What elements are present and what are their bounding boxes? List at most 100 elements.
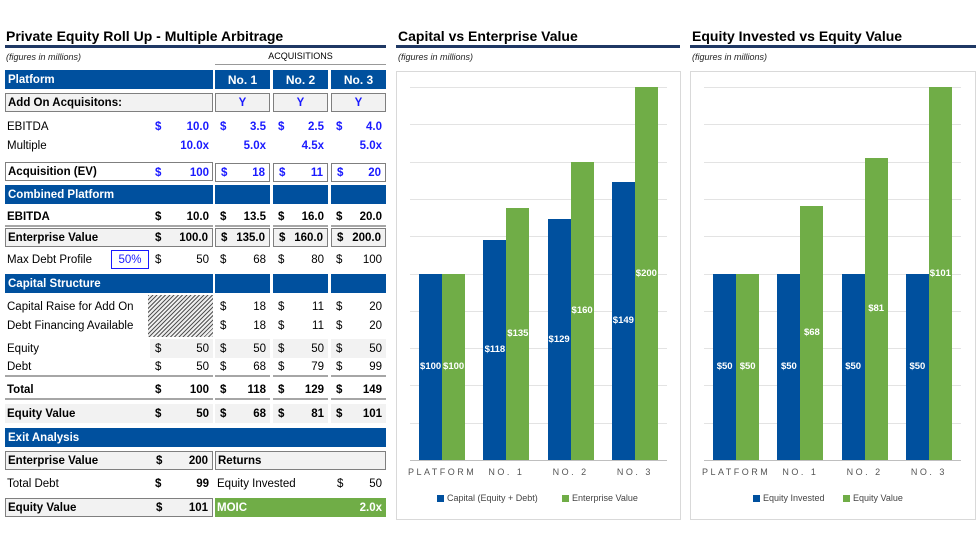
bar-green-3 (928, 87, 952, 460)
capital-raise-label: Capital Raise for Add On (7, 300, 134, 313)
data-label: $50 (909, 360, 926, 372)
total-label: Total (5, 381, 213, 400)
gridline (704, 198, 961, 200)
ebitda-value-2[interactable]: $2.5 (273, 117, 328, 136)
enterprise-value-value-0: $100.0 (150, 228, 213, 247)
equity-value-value-3: $101 (331, 404, 386, 423)
model-title: Private Equity Roll Up - Multiple Arbitr… (6, 28, 284, 44)
chart2-subtitle: (figures in millions) (692, 52, 768, 62)
max-debt-value-3: $100 (331, 250, 386, 269)
gridline (410, 348, 667, 350)
equity-value-1: $50 (215, 339, 270, 358)
equity-value-amount: 68 (253, 407, 266, 420)
capital-raise-value-2: $11 (273, 297, 328, 316)
combined-ebitda-value-1: $13.5 (215, 208, 270, 227)
total-value-0: $100 (150, 381, 213, 400)
acq-ev-currency: $ (337, 166, 344, 179)
add-on-flag-1[interactable]: Y (215, 93, 270, 112)
bar-green-1 (506, 208, 530, 460)
capital-structure-band: Capital Structure (5, 274, 213, 293)
enterprise-value-value-1: $135.0 (215, 228, 270, 247)
equity-label: Equity (7, 342, 39, 355)
combined-ebitda-amount: 20.0 (359, 210, 382, 223)
gridline (410, 87, 667, 88)
ebitda-value-0[interactable]: $10.0 (150, 117, 213, 136)
equity-amount: 50 (369, 342, 382, 355)
combined-ebitda-amount: 16.0 (301, 210, 324, 223)
bar-green-2 (570, 161, 594, 460)
capital-raise-currency: $ (220, 300, 227, 313)
ebitda-value-3[interactable]: $4.0 (331, 117, 386, 136)
acquisitions-label: ACQUISITIONS (215, 51, 386, 65)
debt-financing-amount: 20 (369, 319, 382, 332)
legend-item: Capital (Equity + Debt) (437, 493, 538, 503)
combined-ebitda-label: EBITDA (5, 208, 213, 227)
max-debt-value-0: $50 (150, 250, 213, 269)
equity-currency: $ (336, 342, 343, 355)
equity-chart: $50 $50 PLATFORM $50 $68 NO. 1 $50 $81 NO. 2 $50 $… (690, 71, 976, 520)
ebitda-amount: 2.5 (308, 120, 324, 133)
multiple-value-1[interactable]: 5.0x (215, 136, 270, 155)
exit-total-debt: Total Debt $99 (5, 474, 213, 493)
multiple-value-0[interactable]: 10.0x (150, 136, 213, 155)
equity-value-value-0: $50 (150, 404, 213, 423)
debt-financing-label: Debt Financing Available (7, 319, 134, 332)
combined-ebitda-value-3: $20.0 (331, 208, 386, 227)
multiple-value-2[interactable]: 4.5x (273, 136, 328, 155)
moic-row: MOIC 2.0x (215, 498, 386, 517)
debt-financing-currency: $ (278, 319, 285, 332)
debt-label: Debt (5, 358, 213, 377)
moic-label: MOIC (217, 501, 248, 514)
legend-swatch (843, 494, 850, 502)
equity-currency: $ (155, 342, 162, 355)
bar-blue-2 (841, 273, 865, 460)
bar-blue-0 (713, 273, 737, 460)
debt-financing-currency: $ (336, 319, 343, 332)
acq-ev-currency: $ (221, 166, 228, 179)
bar-blue-2 (547, 219, 571, 460)
chart1-rule (396, 45, 680, 48)
multiple-amount: 4.5x (301, 139, 324, 152)
legend-item: Equity Invested (753, 493, 825, 503)
gridline (704, 348, 961, 350)
gridline (704, 161, 961, 163)
add-on-flag-3[interactable]: Y (331, 93, 386, 112)
max-debt-currency: $ (336, 253, 343, 266)
acquisition-header-3: No. 3 (331, 70, 386, 89)
combined-ebitda-amount: 13.5 (243, 210, 266, 223)
legend-swatch (437, 494, 444, 502)
x-tick-label: NO. 1 (488, 467, 525, 477)
debt-financing-value-2: $11 (273, 316, 328, 335)
max-debt-input[interactable]: 50% (111, 250, 149, 269)
combined-ebitda-currency: $ (336, 210, 343, 223)
add-on-label: Add On Acquisitons: (5, 93, 213, 112)
ebitda-value-1[interactable]: $3.5 (215, 117, 270, 136)
data-label: $50 (845, 360, 862, 372)
total-amount: 118 (247, 383, 266, 396)
equity-value-value-1: $68 (215, 404, 270, 423)
data-label: $81 (868, 302, 885, 314)
moic-value: 2.0x (359, 501, 382, 514)
add-on-flag-2[interactable]: Y (273, 93, 328, 112)
capital-structure-band-col-3 (331, 274, 386, 293)
debt-amount: 79 (311, 360, 324, 373)
gridline (704, 236, 961, 238)
enterprise-value-value-3: $200.0 (331, 228, 386, 247)
gridline (704, 310, 961, 312)
legend-label: Equity Invested (763, 493, 825, 503)
capital-raise-currency: $ (278, 300, 285, 313)
gridline (704, 124, 961, 126)
equity-value-3: $50 (331, 339, 386, 358)
data-label: $50 (739, 360, 756, 372)
equity-value-currency: $ (155, 407, 162, 420)
multiple-value-3[interactable]: 5.0x (331, 136, 386, 155)
max-debt-currency: $ (155, 253, 162, 266)
gridline (410, 161, 667, 163)
figures-note: (figures in millions) (6, 52, 82, 62)
enterprise-value-amount: 200.0 (352, 231, 381, 244)
total-currency: $ (278, 383, 285, 396)
exit-equity-value-currency: $ (156, 501, 163, 514)
multiple-amount: 10.0x (180, 139, 209, 152)
enterprise-value-currency: $ (221, 231, 228, 244)
bar-green-3 (634, 87, 658, 460)
